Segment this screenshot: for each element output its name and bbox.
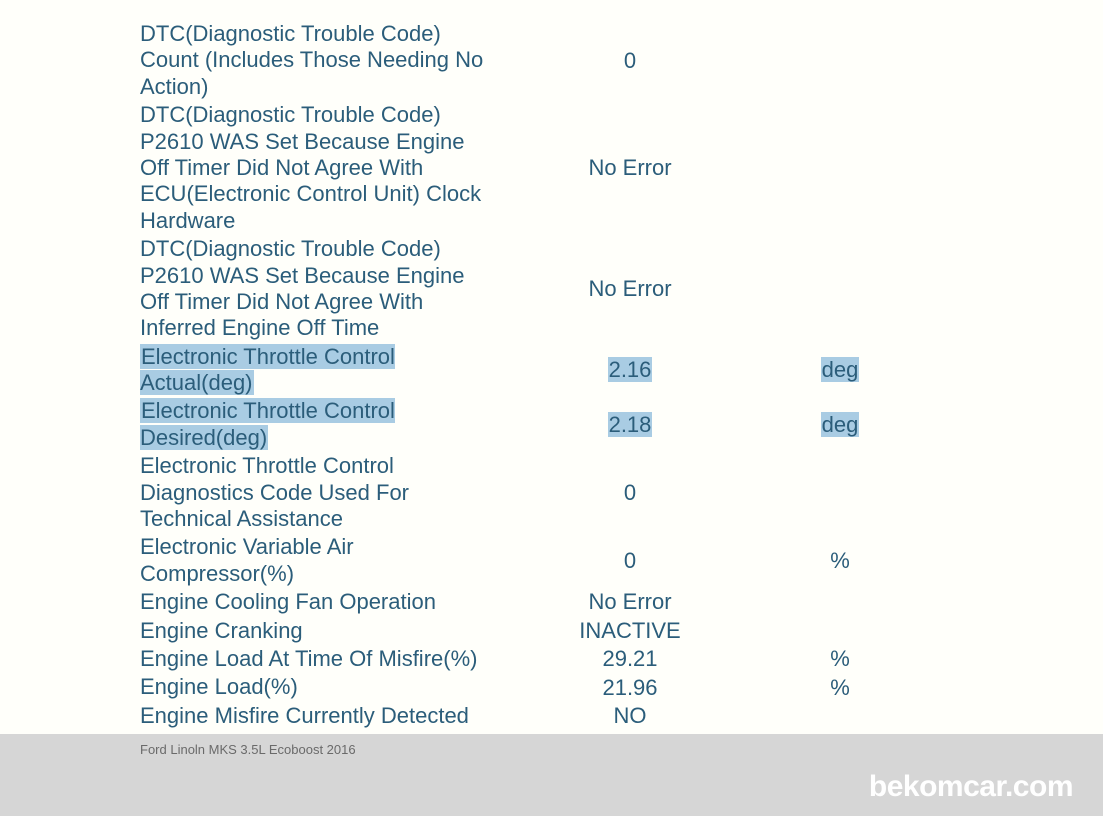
diagnostic-value: 2.16 bbox=[500, 357, 760, 383]
diagnostic-row: Electronic Throttle Control Diagnostics … bbox=[140, 452, 963, 533]
diagnostic-value: 2.18 bbox=[500, 412, 760, 438]
footer-caption: Ford Linoln MKS 3.5L Ecoboost 2016 bbox=[140, 742, 356, 757]
footer-brand: bekomcar.com bbox=[869, 770, 1073, 804]
diagnostic-label: Engine Cranking bbox=[140, 618, 500, 644]
diagnostic-row: DTC(Diagnostic Trouble Code) Count (Incl… bbox=[140, 20, 963, 101]
diagnostic-row: Engine CrankingINACTIVE bbox=[140, 617, 963, 645]
diagnostic-row: Electronic Throttle Control Desired(deg)… bbox=[140, 397, 963, 452]
diagnostic-unit: % bbox=[760, 675, 920, 701]
diagnostic-label: Electronic Variable Air Compressor(%) bbox=[140, 534, 500, 587]
diagnostic-unit: % bbox=[760, 548, 920, 574]
diagnostic-label: Engine Load At Time Of Misfire(%) bbox=[140, 646, 500, 672]
diagnostic-value: 0 bbox=[500, 48, 760, 74]
diagnostic-label: DTC(Diagnostic Trouble Code) P2610 WAS S… bbox=[140, 102, 500, 234]
diagnostic-value: NO bbox=[500, 703, 760, 729]
diagnostic-row: Electronic Variable Air Compressor(%)0% bbox=[140, 533, 963, 588]
diagnostic-row: Engine Load(%)21.96% bbox=[140, 673, 963, 701]
diagnostic-row: DTC(Diagnostic Trouble Code) P2610 WAS S… bbox=[140, 235, 963, 343]
diagnostic-unit: deg bbox=[760, 412, 920, 438]
diagnostic-label: Electronic Throttle Control Desired(deg) bbox=[140, 398, 500, 451]
diagnostic-label: Engine Load(%) bbox=[140, 674, 500, 700]
diagnostic-unit: deg bbox=[760, 357, 920, 383]
diagnostic-label: DTC(Diagnostic Trouble Code) P2610 WAS S… bbox=[140, 236, 500, 342]
diagnostic-value: No Error bbox=[500, 155, 760, 181]
diagnostic-row: Electronic Throttle Control Actual(deg)2… bbox=[140, 343, 963, 398]
diagnostic-label: DTC(Diagnostic Trouble Code) Count (Incl… bbox=[140, 21, 500, 100]
diagnostic-value: No Error bbox=[500, 589, 760, 615]
diagnostic-label: Electronic Throttle Control Diagnostics … bbox=[140, 453, 500, 532]
diagnostic-table: DTC(Diagnostic Trouble Code) Count (Incl… bbox=[0, 0, 1103, 730]
diagnostic-value: 0 bbox=[500, 480, 760, 506]
diagnostic-row: Engine Misfire Currently DetectedNO bbox=[140, 702, 963, 730]
diagnostic-value: 0 bbox=[500, 548, 760, 574]
diagnostic-unit: % bbox=[760, 646, 920, 672]
diagnostic-value: INACTIVE bbox=[500, 618, 760, 644]
diagnostic-row: DTC(Diagnostic Trouble Code) P2610 WAS S… bbox=[140, 101, 963, 235]
diagnostic-value: No Error bbox=[500, 276, 760, 302]
diagnostic-row: Engine Load At Time Of Misfire(%)29.21% bbox=[140, 645, 963, 673]
diagnostic-label: Engine Misfire Currently Detected bbox=[140, 703, 500, 729]
diagnostic-row: Engine Cooling Fan OperationNo Error bbox=[140, 588, 963, 616]
diagnostic-value: 29.21 bbox=[500, 646, 760, 672]
diagnostic-label: Engine Cooling Fan Operation bbox=[140, 589, 500, 615]
diagnostic-value: 21.96 bbox=[500, 675, 760, 701]
diagnostic-label: Electronic Throttle Control Actual(deg) bbox=[140, 344, 500, 397]
footer-bar: Ford Linoln MKS 3.5L Ecoboost 2016 bekom… bbox=[0, 734, 1103, 816]
